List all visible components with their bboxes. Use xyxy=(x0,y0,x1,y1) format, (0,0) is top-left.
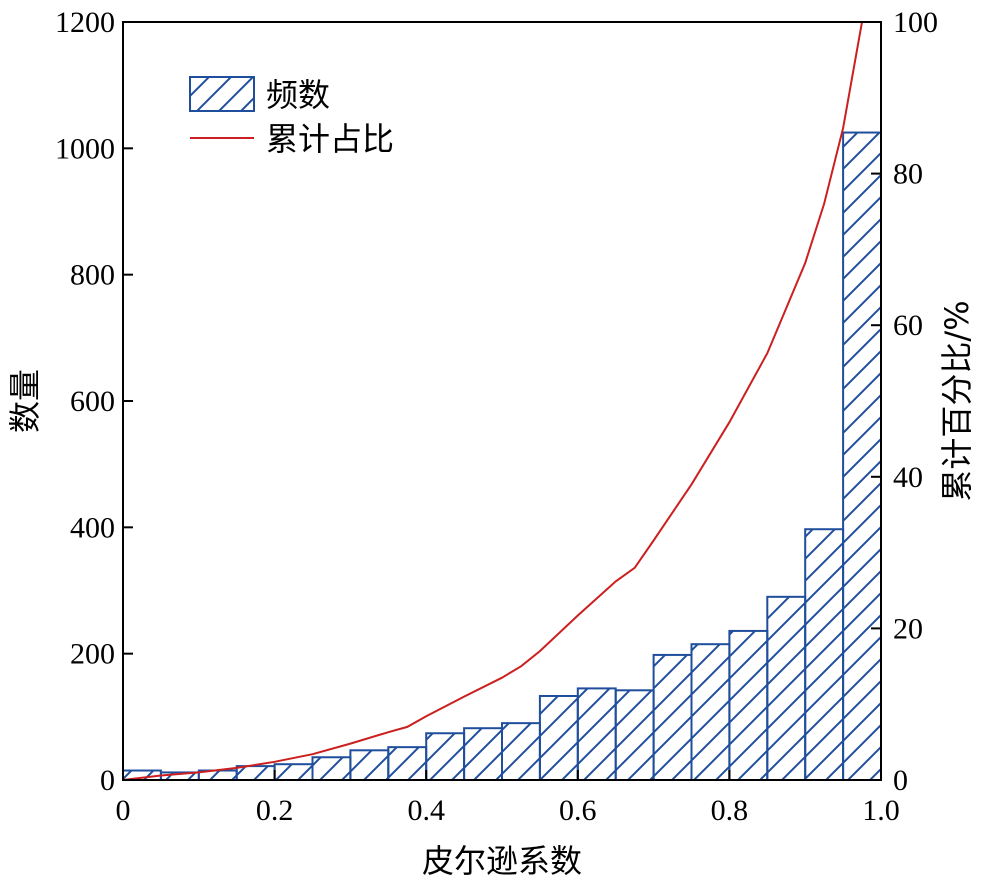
bar xyxy=(690,643,731,781)
bar xyxy=(728,629,769,782)
bar xyxy=(425,732,466,781)
bar xyxy=(614,689,655,782)
cumulative-line xyxy=(122,21,863,781)
x-tick-label: 0.6 xyxy=(559,794,597,827)
bar xyxy=(273,763,314,781)
bar xyxy=(387,746,428,781)
legend-label-line: 累计占比 xyxy=(266,120,394,158)
y-tick-label: 400 xyxy=(70,511,115,544)
bar xyxy=(538,694,579,782)
bar xyxy=(463,727,504,781)
y2-axis-title: 累计百分比/% xyxy=(938,300,976,501)
bar xyxy=(842,131,882,781)
bar-series xyxy=(122,131,882,782)
bar xyxy=(766,595,807,781)
x-tick-label: 0 xyxy=(116,794,131,827)
bar xyxy=(349,749,390,781)
x-tick-label: 0.2 xyxy=(256,794,294,827)
bar xyxy=(576,687,617,781)
bar xyxy=(311,756,352,782)
x-tick-label: 1.0 xyxy=(862,794,900,827)
y-tick-label: 200 xyxy=(70,638,115,671)
y-tick-label: 600 xyxy=(70,385,115,418)
y-axis-title: 数量 xyxy=(6,369,44,433)
y-axis-left: 0 200 400 600 800 1000 1200 xyxy=(55,6,133,797)
bar xyxy=(235,765,276,781)
y-tick-label: 0 xyxy=(100,764,115,797)
legend-label-bars: 频数 xyxy=(266,76,330,114)
y-tick-label: 1000 xyxy=(55,132,115,165)
y2-tick-label: 60 xyxy=(893,309,923,342)
legend: 频数 累计占比 xyxy=(189,76,394,158)
bar xyxy=(804,528,845,781)
y-tick-label: 1200 xyxy=(55,6,115,39)
y-tick-label: 800 xyxy=(70,259,115,292)
bar xyxy=(501,722,541,782)
x-axis: 0 0.2 0.4 0.6 0.8 1.0 xyxy=(116,770,900,827)
bar xyxy=(652,653,693,781)
x-axis-title: 皮尔逊系数 xyxy=(422,842,582,880)
legend-swatch-bars xyxy=(189,76,255,112)
y2-tick-label: 80 xyxy=(893,158,923,191)
y2-tick-label: 100 xyxy=(893,6,938,39)
y2-tick-label: 0 xyxy=(893,764,908,797)
y2-tick-label: 20 xyxy=(893,612,923,645)
x-tick-label: 0.8 xyxy=(711,794,749,827)
y2-tick-label: 40 xyxy=(893,461,923,494)
x-tick-label: 0.4 xyxy=(407,794,445,827)
y-axis-right: 0 20 40 60 80 100 xyxy=(871,6,938,797)
